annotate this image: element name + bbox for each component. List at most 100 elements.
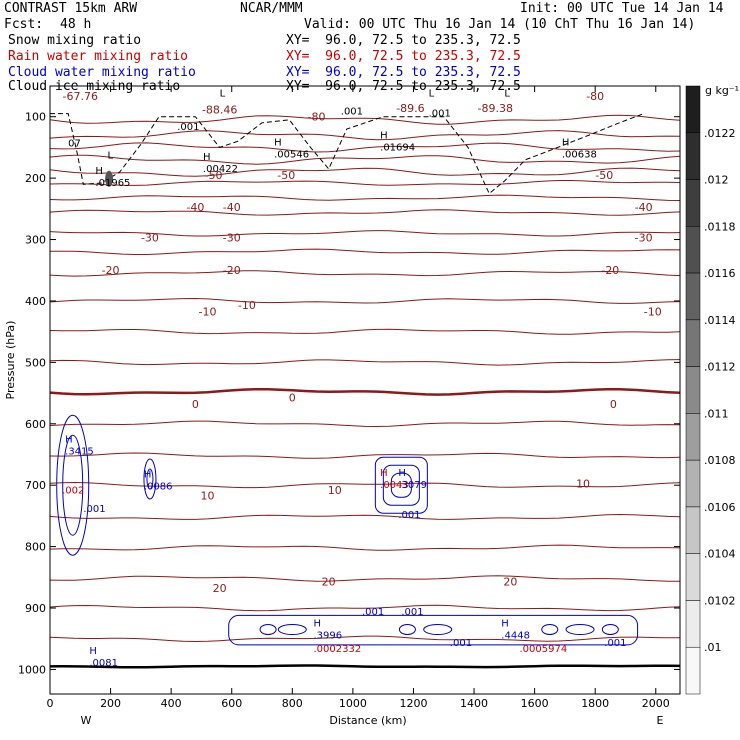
isotherm-line xyxy=(49,297,681,304)
y-tick-label: 300 xyxy=(25,234,46,247)
extremum-value: .00422 xyxy=(203,164,238,175)
isotherm-line xyxy=(49,359,681,366)
y-tick-label: 900 xyxy=(25,602,46,615)
isotherm-line xyxy=(49,481,681,489)
cloud-ice-max-shading xyxy=(105,170,114,187)
field-xy-snow: XY= 96.0, 72.5 to 235.3, 72.5 xyxy=(286,33,521,48)
isotherm-line xyxy=(49,194,681,201)
extremum-value: .01965 xyxy=(95,178,130,189)
y-tick-label: 100 xyxy=(25,111,46,124)
extremum-value: .4448 xyxy=(501,631,530,642)
colorbar-tick-label: .0104 xyxy=(704,548,736,561)
isotherm-contours xyxy=(49,114,681,669)
colorbar-swatch xyxy=(685,413,701,461)
isotherm-label: 10 xyxy=(576,477,590,490)
x-tick-label: 1000 xyxy=(339,697,367,710)
isotherm-line xyxy=(49,209,681,216)
isotherm-line xyxy=(49,114,681,125)
cloud-water-contour xyxy=(259,624,277,636)
x-tick-label: 400 xyxy=(161,697,182,710)
cloud-water-contours xyxy=(56,414,639,646)
isotherm-label: 0 xyxy=(289,391,296,404)
extremum-marker: L xyxy=(504,89,510,100)
colorbar-tick-label: .011 xyxy=(704,407,729,420)
x-tick-label: 1200 xyxy=(399,697,427,710)
cloud-water-contour xyxy=(62,434,84,536)
colorbar-swatch xyxy=(685,179,701,227)
colorbar-tick-label: .01 xyxy=(704,641,722,654)
extremum-value: .002 xyxy=(62,485,84,496)
isotherm-label: 10 xyxy=(201,490,215,503)
extremum-value: .0002332 xyxy=(314,644,362,655)
colorbar-swatch xyxy=(685,272,701,321)
extremum-value: .3079 xyxy=(398,480,427,491)
y-tick-label: 200 xyxy=(25,172,46,185)
cloud-ice-contours xyxy=(50,113,644,195)
y-tick-label: 700 xyxy=(25,479,46,492)
org-label: NCAR/MMM xyxy=(240,1,303,16)
colorbar-unit: g kg⁻¹ xyxy=(705,84,739,97)
colorbar: .0122 .012 .0118 .0116 .0114 .0112 .011 .0108 .0… xyxy=(685,85,736,695)
y-tick-label: 400 xyxy=(25,295,46,308)
extremum-marker: H xyxy=(274,138,282,149)
extremum-value: 07 xyxy=(68,139,81,150)
isotherm-label: -10 xyxy=(199,305,217,318)
cloud-water-contour xyxy=(277,624,307,636)
extremum-marker: H xyxy=(144,469,152,480)
isotherm-line xyxy=(49,167,681,177)
isotherm-label: -50 xyxy=(277,169,295,182)
extremum-value: .001 xyxy=(362,607,384,618)
extremum-marker: H xyxy=(501,619,509,630)
cloud-water-contour xyxy=(423,624,453,636)
isotherm-line xyxy=(49,328,681,335)
extremum-value: .001 xyxy=(429,108,451,119)
extremum-value: .0086 xyxy=(144,481,173,492)
isotherm-line xyxy=(49,142,681,153)
extremum-value: .0081 xyxy=(89,658,118,669)
isotherm-label: -40 xyxy=(186,201,204,214)
cloud-water-contour xyxy=(382,464,420,506)
x-tick-label: 600 xyxy=(221,697,242,710)
extremum-marker: H xyxy=(65,434,73,445)
extremum-marker: H xyxy=(562,138,570,149)
x-tick-label: 1400 xyxy=(460,697,488,710)
isotherm-line xyxy=(49,387,681,396)
plot-frame xyxy=(49,85,681,695)
isotherm-label: 0 xyxy=(610,398,617,411)
isotherm-label: -30 xyxy=(635,232,653,245)
x-tick-label: 200 xyxy=(100,697,121,710)
cloud-water-contour xyxy=(56,414,90,556)
extremum-value: .001 xyxy=(401,607,423,618)
extremum-value: .001 xyxy=(450,638,472,649)
extremum-marker: H xyxy=(398,468,406,479)
colorbar-swatch xyxy=(685,459,701,508)
y-tick-label: 800 xyxy=(25,541,46,554)
isotherm-line xyxy=(49,635,680,643)
isotherm-line xyxy=(49,130,681,141)
isotherm-line xyxy=(49,180,681,186)
isotherm-line xyxy=(49,575,680,582)
extremum-marker: H xyxy=(380,468,388,479)
cloud-water-contour xyxy=(374,456,428,514)
y-tick-label: 600 xyxy=(25,418,46,431)
isotherm-label: -50 xyxy=(595,169,613,182)
isotherm-label: -30 xyxy=(223,232,241,245)
colorbar-tick-label: .0106 xyxy=(704,501,736,514)
colorbar-tick-label: .0108 xyxy=(704,454,736,467)
cloud-water-contour xyxy=(601,624,619,636)
isotherm-label: -20 xyxy=(102,264,120,277)
x-tick-label: 1800 xyxy=(581,697,609,710)
isotherm-line xyxy=(49,420,681,428)
isotherm-label: -20 xyxy=(601,264,619,277)
isotherm-label: -89.6 xyxy=(396,102,424,115)
cloud-water-contour xyxy=(565,624,595,636)
y-axis-label: Pressure (hPa) xyxy=(4,321,17,400)
extremum-marker: H xyxy=(89,646,97,657)
isotherm-label: -50 xyxy=(205,169,223,182)
isotherm-label: 20 xyxy=(213,582,227,595)
isotherm-label: -67.76 xyxy=(63,90,98,103)
extremum-marker: H xyxy=(380,130,388,141)
isotherm-label: -30 xyxy=(141,232,159,245)
colorbar-tick-label: .0116 xyxy=(704,267,736,280)
colorbar-tick-label: .0114 xyxy=(704,314,736,327)
